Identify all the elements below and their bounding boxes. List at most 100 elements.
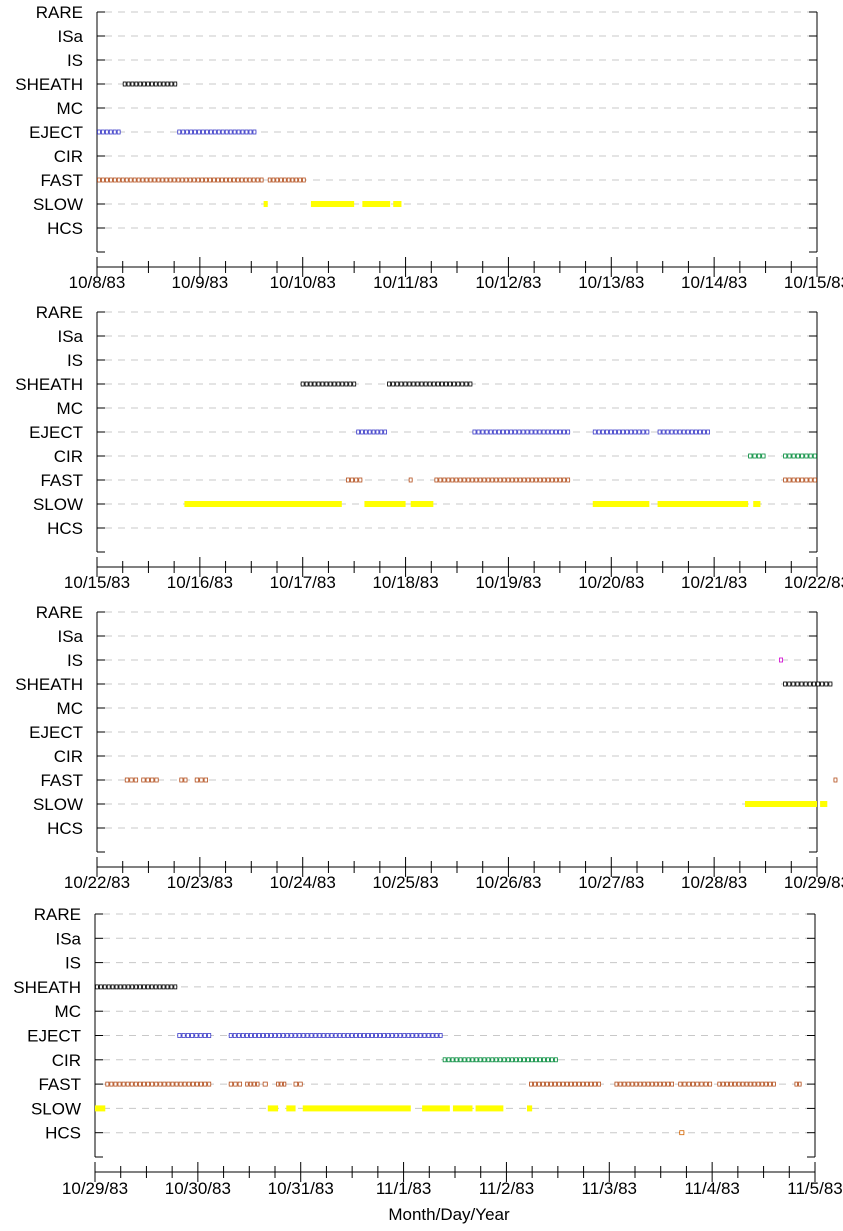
x-tick-label: 10/9/83 (171, 273, 228, 292)
segment-cir (783, 453, 817, 459)
category-label: RARE (36, 3, 83, 22)
segment-eject (592, 429, 650, 435)
panel-1: RARE ISa IS SHEATH MC EJECT CIR FAST SLOW HCS 10/8… (15, 3, 843, 292)
segment-fast (529, 1081, 602, 1087)
x-tick-label: 10/15/83 (64, 573, 130, 592)
category-label: EJECT (29, 123, 83, 142)
category-label: FAST (38, 1075, 81, 1094)
x-tick-label: 10/26/83 (475, 873, 541, 892)
segment-slow (657, 501, 749, 507)
x-tick-label: 10/12/83 (475, 273, 541, 292)
category-label: EJECT (27, 1027, 81, 1046)
x-tick-label: 10/19/83 (475, 573, 541, 592)
segment-slow (527, 1105, 533, 1112)
category-label: CIR (54, 747, 83, 766)
segment-fast (276, 1081, 287, 1087)
segment-slow (820, 801, 828, 807)
segment-fast (262, 1081, 268, 1087)
segment-sheath (783, 681, 833, 687)
segment-fast (293, 1081, 303, 1087)
category-label: CIR (52, 1051, 81, 1070)
x-tick-label: 10/25/83 (372, 873, 438, 892)
panel-4: RARE ISa IS SHEATH MC EJECT CIR FAST SLOW HCS 10/2… (13, 905, 842, 1198)
segment-slow (263, 201, 268, 207)
segment-fast (794, 1081, 802, 1087)
category-label: SHEATH (15, 375, 83, 394)
x-tick-label: 10/22/83 (784, 573, 843, 592)
segment-slow (452, 1105, 473, 1112)
segment-fast (678, 1081, 713, 1087)
segment-sheath (387, 381, 473, 387)
category-label: HCS (45, 1124, 81, 1143)
segment-eject (228, 1033, 443, 1038)
segment-eject (177, 129, 257, 135)
segment-fast (179, 777, 188, 783)
category-label: ISa (57, 27, 83, 46)
segment-fast (141, 777, 159, 783)
category-label: MC (57, 399, 83, 418)
segment-slow (745, 801, 817, 807)
category-label: MC (57, 699, 83, 718)
panel-2: RARE ISa IS SHEATH MC EJECT CIR FAST SLOW HCS 10/1… (15, 303, 843, 592)
x-tick-label: 11/3/83 (582, 1179, 637, 1198)
segment-slow (184, 501, 342, 507)
category-label: MC (57, 99, 83, 118)
category-label: RARE (36, 603, 83, 622)
x-tick-label: 10/28/83 (681, 873, 747, 892)
segment-eject (356, 429, 388, 435)
x-tick-label: 10/27/83 (578, 873, 644, 892)
category-label: FAST (40, 171, 83, 190)
segment-slow (592, 501, 650, 507)
category-label: HCS (47, 819, 83, 838)
segment-slow (753, 501, 761, 507)
segment-fast (194, 777, 209, 783)
segment-fast (434, 477, 571, 483)
segment-fast (97, 177, 264, 183)
x-tick-label: 10/20/83 (578, 573, 644, 592)
category-label: SHEATH (15, 675, 83, 694)
category-label: SLOW (31, 1099, 81, 1118)
category-label: EJECT (29, 423, 83, 442)
x-tick-label: 11/4/83 (684, 1179, 739, 1198)
segment-slow (362, 201, 391, 207)
category-label: RARE (34, 905, 81, 924)
segment-fast (345, 477, 363, 483)
segment-fast (783, 477, 817, 483)
segment-cir (442, 1057, 558, 1063)
panel-3: RARE ISa IS SHEATH MC EJECT CIR FAST SLOW HCS 10/2… (15, 603, 843, 892)
segment-sheath (95, 984, 178, 990)
segment-fast (124, 777, 139, 783)
x-tick-label: 11/2/83 (479, 1179, 534, 1198)
segment-cir (748, 453, 766, 459)
segment-slow (364, 501, 406, 507)
segment-hcs (679, 1130, 685, 1136)
category-label: SHEATH (13, 978, 81, 997)
segment-fast (614, 1081, 675, 1087)
x-tick-label: 10/31/83 (268, 1179, 334, 1198)
x-tick-label: 10/8/83 (69, 273, 126, 292)
segment-is (778, 657, 784, 663)
x-tick-label: 11/1/83 (376, 1179, 431, 1198)
segment-slow (422, 1105, 450, 1112)
segment-slow (286, 1105, 296, 1112)
segment-fast (105, 1081, 212, 1087)
x-tick-label: 10/21/83 (681, 573, 747, 592)
category-label: RARE (36, 303, 83, 322)
segment-eject (177, 1033, 212, 1038)
category-label: IS (67, 51, 83, 70)
x-tick-label: 10/14/83 (681, 273, 747, 292)
segment-fast (408, 477, 413, 483)
segment-fast (267, 177, 306, 183)
category-label: ISa (57, 327, 83, 346)
category-label: HCS (47, 219, 83, 238)
segment-fast (833, 777, 838, 783)
category-label: SLOW (33, 795, 83, 814)
x-tick-label: 10/23/83 (167, 873, 233, 892)
segment-sheath (122, 81, 178, 87)
x-tick-label: 10/13/83 (578, 273, 644, 292)
segment-fast (228, 1081, 243, 1087)
category-label: FAST (40, 471, 83, 490)
x-tick-label: 11/5/83 (787, 1179, 842, 1198)
